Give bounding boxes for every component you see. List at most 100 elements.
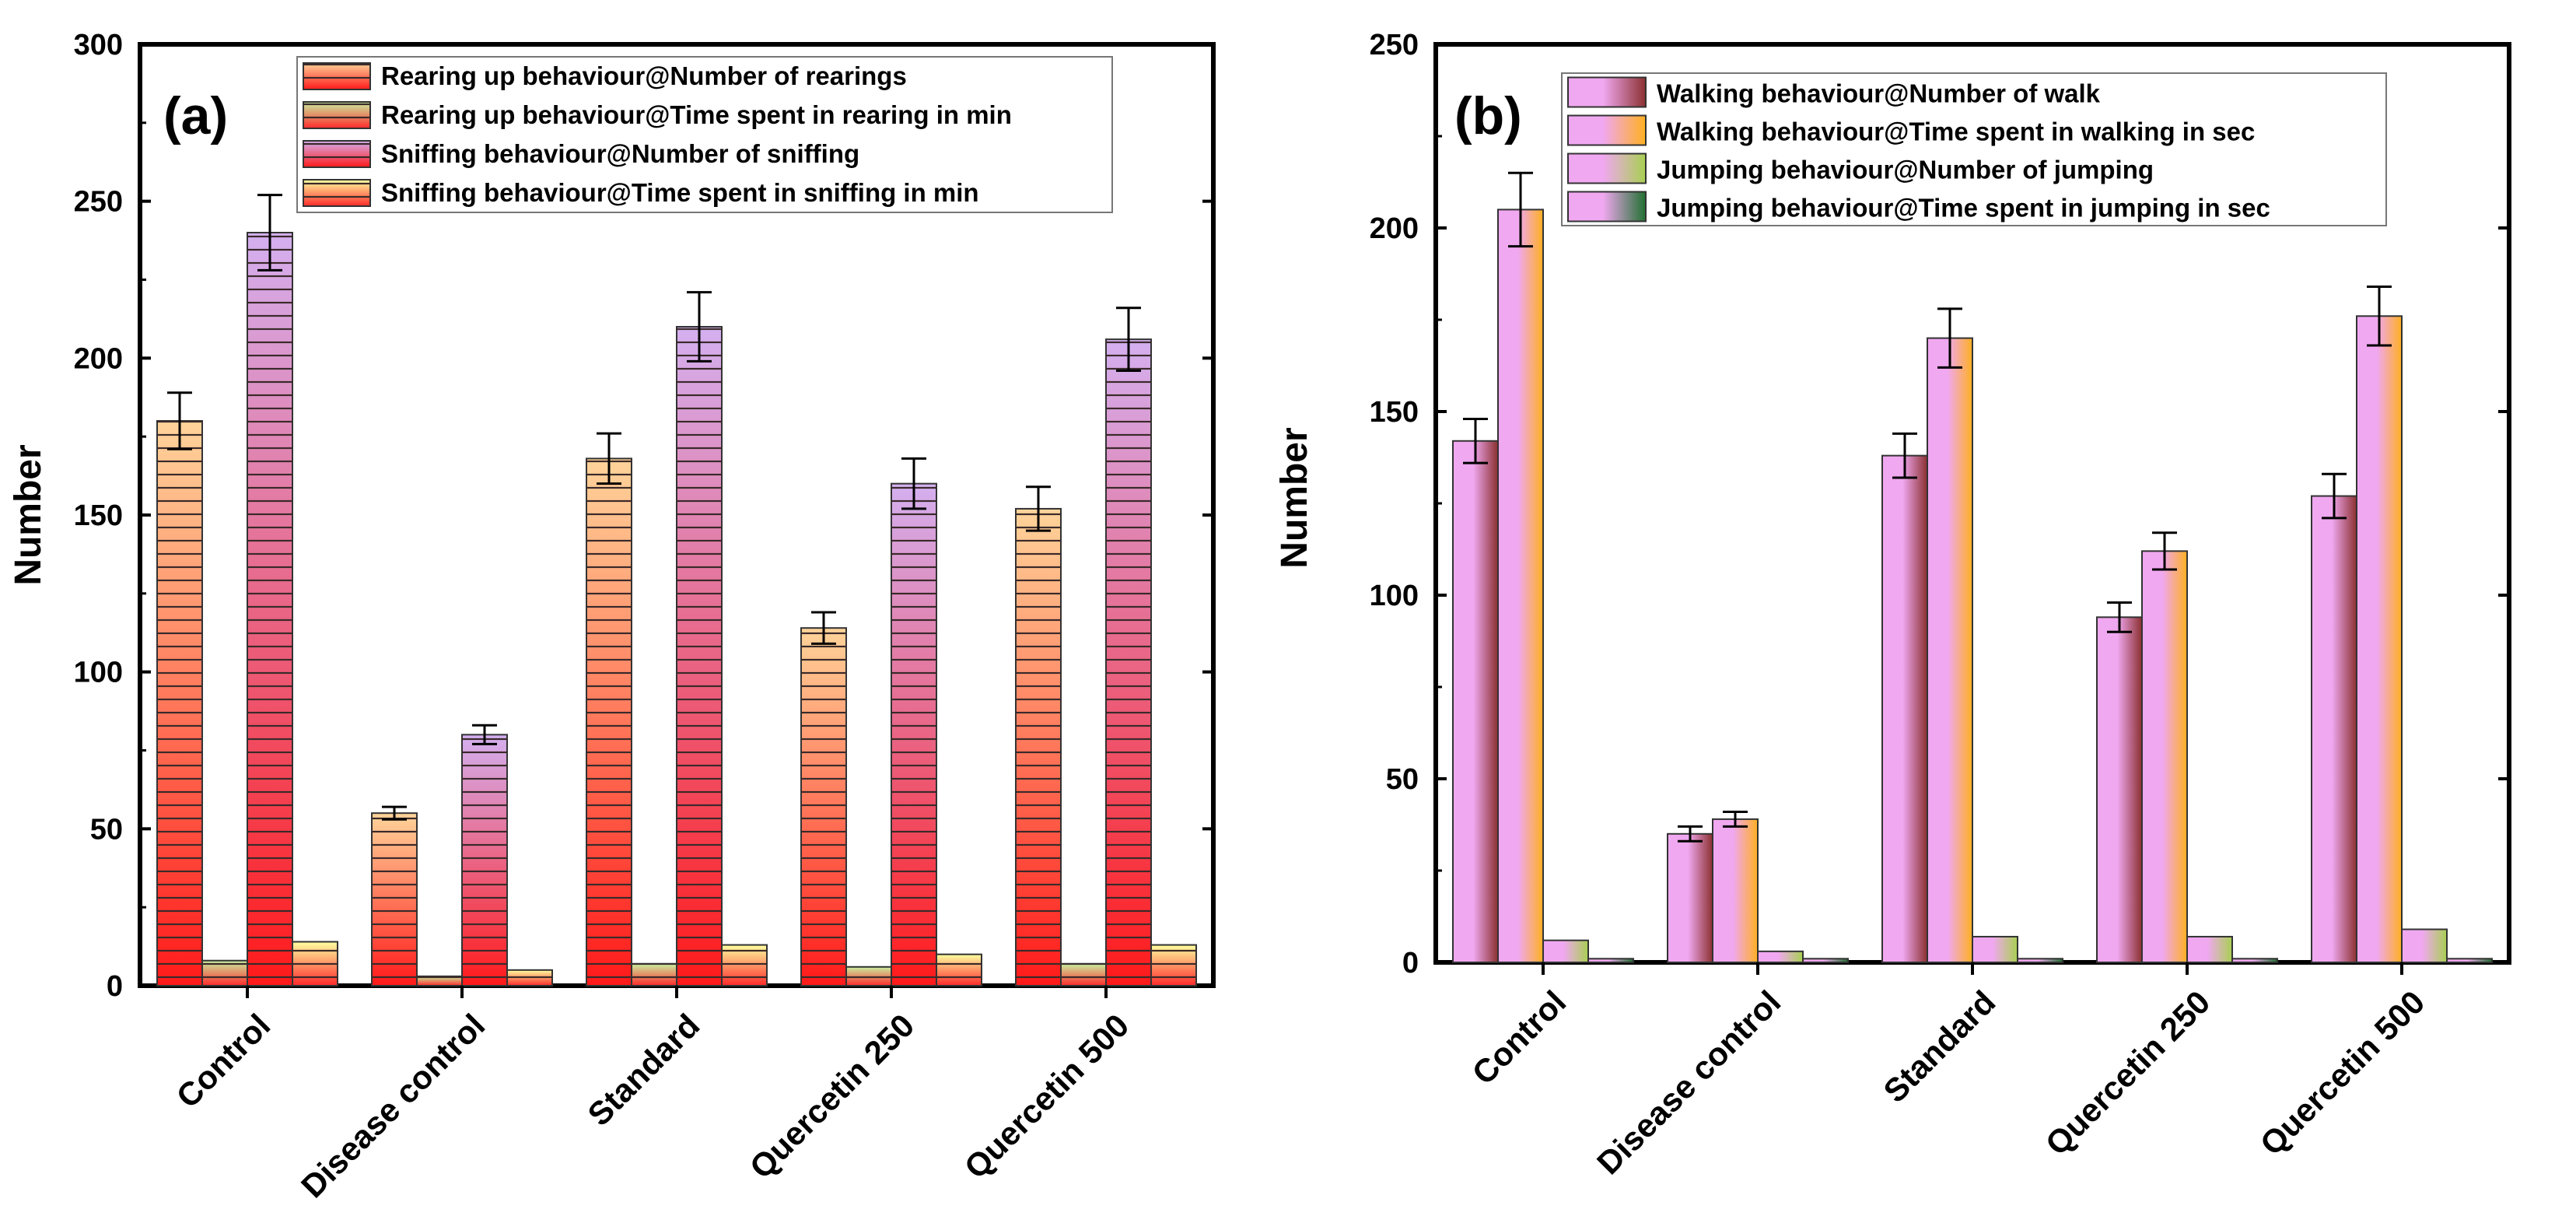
error-bar	[167, 391, 192, 450]
y-tick-label: 150	[1370, 396, 1419, 429]
y-tick: 0	[107, 970, 1213, 1003]
legend-item: Sniffing behaviour@Time spent in sniffin…	[303, 178, 979, 207]
bar-disease-control-series-3	[461, 724, 508, 986]
bar-stripes	[247, 233, 292, 986]
bar-standard-series-4	[721, 944, 768, 986]
y-axis-title-a: Number	[8, 444, 49, 585]
bar-quercetin-250-series-4	[2231, 958, 2278, 964]
y-tick-label: 100	[1370, 580, 1419, 612]
x-tick-label: Control	[170, 1007, 278, 1115]
bar-stripes	[372, 813, 417, 986]
bar-disease-control-series-4	[1802, 958, 1849, 964]
bar	[1587, 958, 1634, 964]
bar-stripes	[586, 458, 632, 986]
bar-stripes	[1016, 508, 1061, 986]
bar-quercetin-500-series-3	[2401, 928, 2448, 964]
y-tick-label: 250	[1370, 29, 1419, 61]
y-tick-label: 50	[1386, 763, 1419, 796]
error-bar	[687, 291, 712, 363]
error-bar	[257, 194, 282, 272]
legend-label: Walking behaviour@Time spent in walking …	[1657, 117, 2255, 146]
bar-quercetin-250-series-2	[2141, 531, 2188, 963]
bar	[2231, 958, 2278, 964]
error-bar	[472, 724, 497, 745]
bar	[2401, 928, 2448, 964]
error-bar	[1678, 825, 1703, 843]
bar-standard-series-2	[631, 962, 677, 987]
legend-item: Walking behaviour@Time spent in walking …	[1567, 114, 2255, 146]
bar-disease-control-series-2	[1712, 810, 1759, 964]
legend-b: Walking behaviour@Number of walk Walking …	[1561, 72, 2387, 226]
bar-quercetin-250-series-2	[845, 965, 892, 987]
bar	[2096, 616, 2143, 963]
bar-stripes	[292, 941, 338, 986]
y-tick: 150	[1370, 396, 2509, 429]
legend-item: Walking behaviour@Number of walk	[1567, 76, 2101, 108]
x-tick-label: Disease control	[1590, 983, 1787, 1181]
x-tick-label: Quercetin 250	[2039, 983, 2217, 1162]
y-tick-label: 0	[107, 970, 123, 1003]
bar	[2356, 315, 2403, 963]
bar-standard-series-4	[2017, 958, 2063, 964]
bar-disease-control-series-4	[506, 969, 553, 987]
y-tick-label: 300	[74, 29, 123, 61]
bar-quercetin-250-series-1	[800, 611, 847, 986]
bar-quercetin-500-series-1	[1015, 485, 1062, 986]
panel-label-b: (b)	[1454, 86, 1522, 145]
bar-control-series-1	[1452, 417, 1499, 963]
chart-panel-a: 0 50 100 150 200 250 300 Control Disease contro…	[8, 29, 1216, 1205]
chart-panel-b: 0 50 100 150 200 250 Control Disease control St…	[1274, 29, 2511, 1182]
bar	[1542, 939, 1589, 964]
legend-item: Jumping behaviour@Number of jumping	[1567, 152, 2154, 184]
y-axis-title-b: Number	[1274, 427, 1315, 568]
y-tick-label: 0	[1402, 947, 1419, 979]
legend-swatch-stripes	[303, 63, 370, 89]
bar-standard-series-1	[1881, 432, 1928, 963]
bar-stripes	[462, 734, 507, 986]
bar	[1712, 818, 1759, 964]
bar-control-series-2	[1497, 171, 1544, 963]
legend-swatch	[1567, 114, 1647, 146]
error-bar	[2322, 472, 2347, 520]
error-bar	[2367, 286, 2392, 347]
y-tick: 150	[74, 499, 1213, 532]
legend-label: Jumping behaviour@Time spent in jumping …	[1657, 194, 2270, 223]
y-tick: 100	[74, 657, 1213, 689]
bar-stripes	[417, 976, 462, 986]
bar-stripes	[846, 966, 891, 986]
bar-stripes	[507, 969, 552, 986]
legend-box	[296, 56, 1113, 213]
bar-quercetin-500-series-4	[1150, 944, 1197, 986]
bar-quercetin-250-series-4	[936, 953, 982, 986]
error-bar	[1116, 307, 1141, 372]
bar-standard-series-1	[586, 432, 632, 986]
y-axis-ticks-b: 0 50 100 150 200 250	[1370, 29, 2509, 979]
bar-quercetin-250-series-3	[2186, 935, 2233, 963]
y-tick-label: 100	[74, 657, 123, 689]
y-tick-label: 200	[74, 342, 123, 375]
error-bar	[2107, 601, 2132, 633]
bar-stripes	[202, 960, 247, 986]
bar	[1927, 337, 1973, 964]
panel-label-a: (a)	[163, 86, 228, 145]
bar-stripes	[632, 963, 677, 986]
y-tick: 50	[90, 813, 1213, 846]
x-tick-label: Quercetin 250	[743, 1007, 922, 1186]
legend-swatch	[1567, 152, 1647, 184]
y-tick: 300	[74, 29, 1213, 61]
x-axis-ticks-a: Control Disease control Standard Quercetin …	[170, 986, 1136, 1205]
bar-stripes	[1151, 944, 1196, 986]
y-tick-label: 250	[74, 186, 123, 219]
legend-item: Sniffing behaviour@Number of sniffing	[303, 139, 859, 168]
error-bar	[2152, 531, 2177, 571]
legend-item: Rearing up behaviour@Time spent in reari…	[303, 100, 1012, 129]
bar-quercetin-250-series-3	[891, 457, 937, 986]
error-bar	[1508, 171, 1533, 248]
bar	[2311, 495, 2357, 963]
error-bar	[811, 611, 836, 645]
bars-a	[156, 194, 1197, 987]
bars-b	[1452, 171, 2493, 964]
legend-a: Rearing up behaviour@Number of rearings R…	[296, 56, 1113, 213]
bar-stripes	[936, 954, 982, 986]
